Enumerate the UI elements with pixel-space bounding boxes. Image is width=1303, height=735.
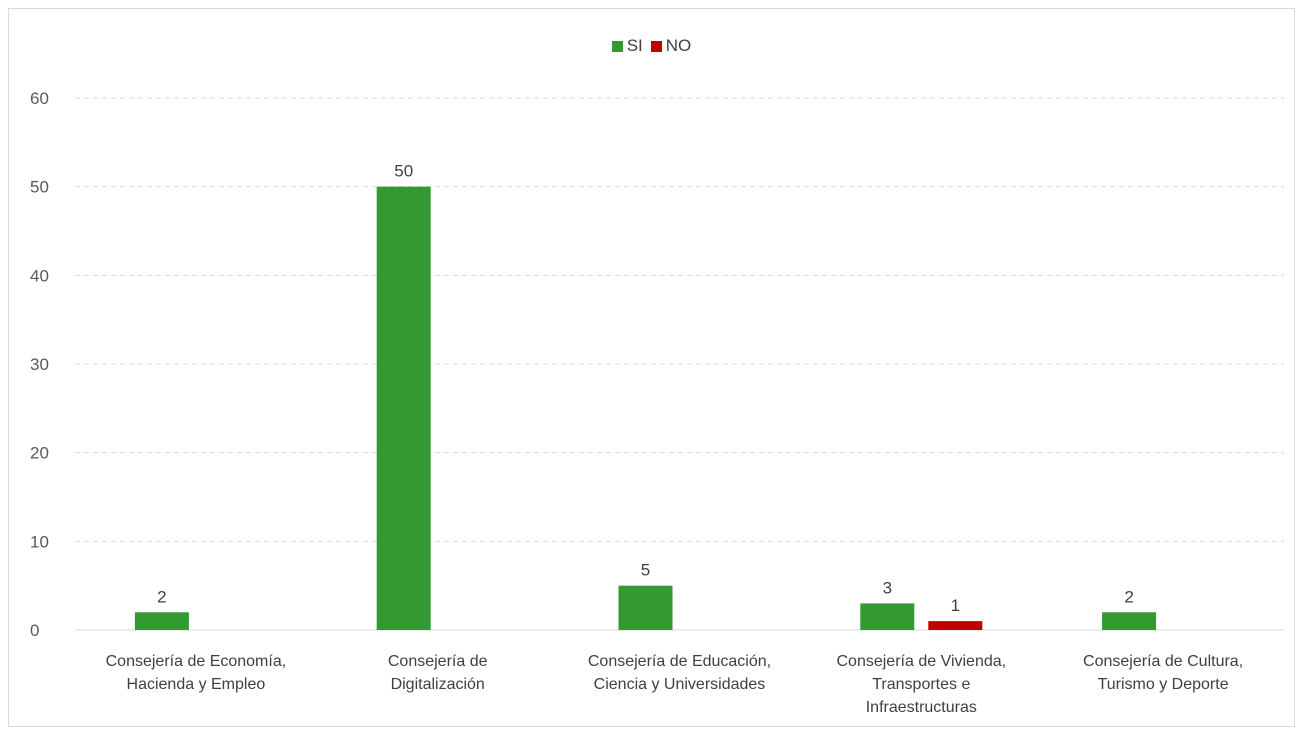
x-category-label: Consejería de Educación, xyxy=(588,653,771,670)
y-tick-label: 30 xyxy=(30,355,49,374)
y-tick-label: 60 xyxy=(30,89,49,108)
data-label: 5 xyxy=(641,561,650,580)
bar-si xyxy=(618,585,673,630)
legend-swatch-no xyxy=(650,40,662,52)
y-tick-label: 20 xyxy=(30,444,49,463)
bar-si xyxy=(376,186,431,630)
legend-item-no: NO xyxy=(650,36,692,56)
y-tick-label: 0 xyxy=(30,621,39,640)
legend-label-si: SI xyxy=(626,36,643,55)
x-category-label: Transportes e xyxy=(872,676,970,693)
x-category-label: Turismo y Deporte xyxy=(1098,676,1229,693)
data-label: 3 xyxy=(883,578,892,597)
bar-no xyxy=(928,621,983,630)
x-category-label: Ciencia y Universidades xyxy=(594,676,766,693)
x-category-label: Consejería de xyxy=(388,653,488,670)
legend-swatch-si xyxy=(611,40,623,52)
data-label: 1 xyxy=(951,596,960,615)
legend: SI NO xyxy=(0,36,1303,56)
y-tick-label: 10 xyxy=(30,532,49,551)
data-label: 2 xyxy=(157,587,166,606)
y-tick-label: 50 xyxy=(30,178,49,197)
legend-label-no: NO xyxy=(665,36,692,55)
x-category-label: Infraestructuras xyxy=(866,699,977,716)
bar-si xyxy=(134,612,189,630)
legend-item-si: SI xyxy=(611,36,643,56)
x-category-label: Digitalización xyxy=(391,676,485,693)
x-category-label: Consejería de Cultura, xyxy=(1083,653,1243,670)
y-tick-label: 40 xyxy=(30,266,49,285)
x-category-label: Consejería de Economía, xyxy=(106,653,287,670)
x-category-label: Hacienda y Empleo xyxy=(127,676,266,693)
x-category-label: Consejería de Vivienda, xyxy=(837,653,1007,670)
bar-si xyxy=(1102,612,1157,630)
data-label: 2 xyxy=(1124,587,1133,606)
bar-si xyxy=(860,603,915,630)
data-label: 50 xyxy=(394,162,413,181)
